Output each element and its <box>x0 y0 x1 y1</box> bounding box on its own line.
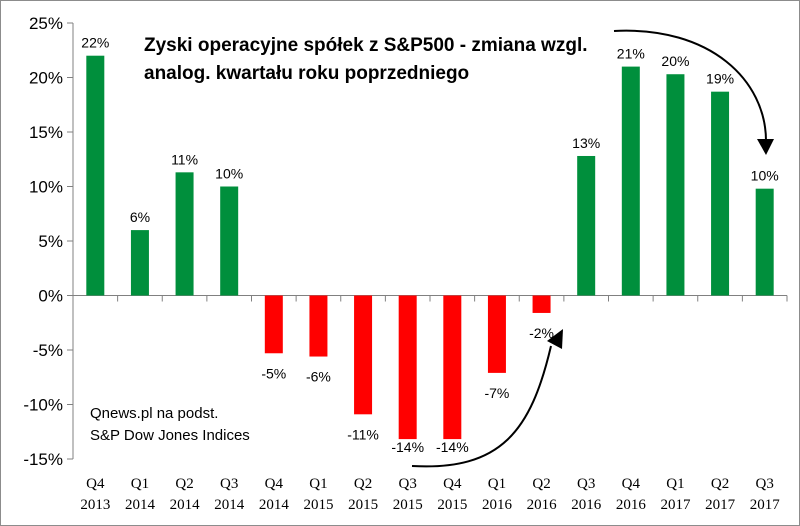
bar <box>309 295 328 357</box>
x-tick-label-year: 2016 <box>571 497 602 513</box>
x-tick-label-quarter: Q2 <box>354 476 372 492</box>
x-tick-label-quarter: Q2 <box>175 476 193 492</box>
x-tick-label-quarter: Q1 <box>131 476 149 492</box>
chart-title: Zyski operacyjne spółek z S&P500 - zmian… <box>144 35 588 84</box>
bar <box>621 66 640 296</box>
bar <box>220 186 239 296</box>
bar <box>577 155 596 296</box>
x-tick-label-year: 2017 <box>750 497 781 513</box>
x-tick-label-year: 2016 <box>482 497 513 513</box>
bar <box>532 295 551 313</box>
bar <box>443 295 462 449</box>
x-tick-label-quarter: Q1 <box>666 476 684 492</box>
x-tick-label-year: 2014 <box>170 497 201 513</box>
x-tick-label-quarter: Q4 <box>86 476 105 492</box>
bar <box>354 295 373 415</box>
x-tick-label-quarter: Q4 <box>443 476 462 492</box>
bar <box>755 188 774 296</box>
x-tick-label-quarter: Q1 <box>309 476 327 492</box>
x-tick-label-year: 2013 <box>80 497 110 513</box>
data-label: 19% <box>706 71 734 87</box>
y-tick-label: -5% <box>33 341 63 360</box>
y-tick-label: 10% <box>29 178 63 197</box>
y-tick-label: 5% <box>38 232 63 251</box>
recovery-arrow-line <box>411 345 552 468</box>
data-label: -5% <box>261 365 286 381</box>
data-label: -7% <box>484 385 509 401</box>
x-tick-label-quarter: Q3 <box>756 476 774 492</box>
x-tick-label-quarter: Q2 <box>532 476 550 492</box>
bar <box>711 91 730 296</box>
x-tick-label-year: 2016 <box>616 497 647 513</box>
y-axis: 25% 20% 15% 10% 5% 0% -5% -10% -15% <box>23 14 74 469</box>
slowdown-arrow-line <box>613 29 767 142</box>
x-tick-label-quarter: Q4 <box>265 476 284 492</box>
x-tick-label-year: 2015 <box>348 497 378 513</box>
annotation-arrows <box>411 29 774 468</box>
x-tick-label-year: 2015 <box>437 497 467 513</box>
data-label-background <box>434 439 470 456</box>
data-labels: 22% 6% 11% 10% -5% -6% -11% -14% -14% -7% -2% 13% 21… <box>81 35 779 456</box>
x-tick-label-quarter: Q3 <box>399 476 417 492</box>
data-label: 13% <box>572 135 600 151</box>
bar <box>130 230 149 296</box>
bar <box>666 74 685 296</box>
x-tick-label-quarter: Q2 <box>711 476 729 492</box>
data-label: 20% <box>661 53 689 69</box>
data-label: 6% <box>130 209 150 225</box>
x-tick-label-quarter: Q4 <box>622 476 641 492</box>
y-tick-label: -15% <box>23 450 63 469</box>
x-tick-label-year: 2015 <box>393 497 423 513</box>
y-tick-label: 25% <box>29 14 63 33</box>
y-tick-label: -10% <box>23 396 63 415</box>
x-tick-label-year: 2014 <box>214 497 245 513</box>
data-label: 10% <box>215 166 243 182</box>
x-tick-label-quarter: Q1 <box>488 476 506 492</box>
recovery-arrow-head <box>547 329 563 349</box>
x-tick-label-year: 2016 <box>527 497 558 513</box>
chart-title-line-1: Zyski operacyjne spółek z S&P500 - zmian… <box>144 35 588 56</box>
bar <box>86 55 105 296</box>
data-label: 10% <box>751 168 779 184</box>
x-tick-label-year: 2014 <box>259 497 290 513</box>
x-tick-label-year: 2015 <box>303 497 333 513</box>
x-tick-label-quarter: Q3 <box>220 476 238 492</box>
data-label: -14% <box>436 439 469 455</box>
y-tick-label: 0% <box>38 287 63 306</box>
bar <box>175 172 194 296</box>
data-label: 11% <box>171 151 198 167</box>
data-label: 21% <box>617 46 645 62</box>
chart-title-line-2: analog. kwartału roku poprzedniego <box>144 63 469 84</box>
data-label: -11% <box>347 426 379 442</box>
source-line-1: Qnews.pl na podst. <box>90 405 218 422</box>
y-tick-label: 15% <box>29 123 63 142</box>
x-tick-label-year: 2014 <box>125 497 156 513</box>
slowdown-arrow-head <box>757 139 774 155</box>
y-tick-label: 20% <box>29 69 63 88</box>
data-label: -2% <box>529 325 554 341</box>
bar <box>398 295 417 449</box>
source-note: Qnews.pl na podst. S&P Dow Jones Indices <box>90 405 250 444</box>
bars <box>86 55 774 449</box>
x-tick-label-quarter: Q3 <box>577 476 595 492</box>
data-label-background <box>390 439 426 456</box>
data-label: 22% <box>81 35 109 51</box>
data-label: -6% <box>306 369 331 385</box>
source-line-2: S&P Dow Jones Indices <box>90 427 250 444</box>
bar <box>487 295 506 373</box>
x-tick-label-year: 2017 <box>705 497 736 513</box>
data-label: -14% <box>391 439 424 455</box>
bar <box>264 295 283 354</box>
x-tick-label-year: 2017 <box>660 497 691 513</box>
